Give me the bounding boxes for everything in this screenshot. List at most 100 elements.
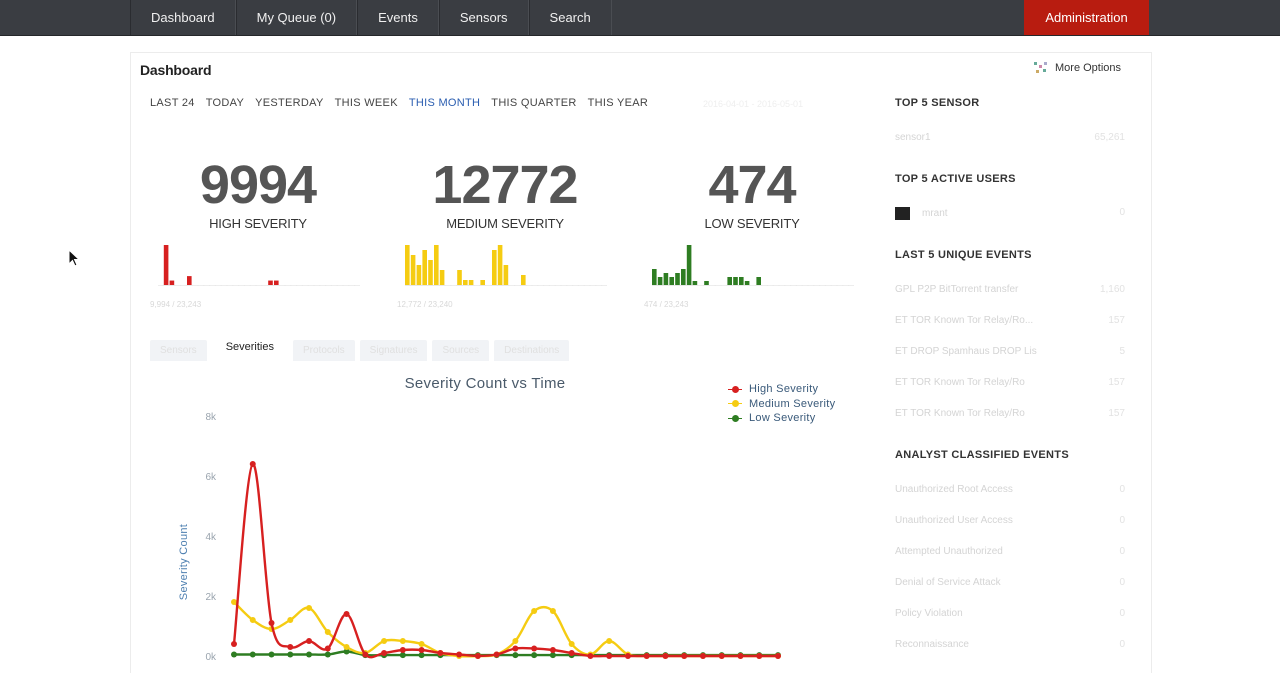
classified-count: 0	[1119, 484, 1125, 495]
classified-row[interactable]: Policy Violation 0	[895, 608, 1125, 619]
tab-protocols[interactable]: Protocols	[292, 340, 355, 361]
sparkline-bar	[463, 280, 468, 285]
event-name: ET TOR Known Tor Relay/Ro...	[895, 315, 1034, 326]
tab-severities[interactable]: Severities	[211, 340, 288, 361]
sparkline-bar	[308, 285, 314, 286]
main-nav: Dashboard My Queue (0) Events Sensors Se…	[130, 0, 612, 35]
tab-sensors[interactable]: Sensors	[150, 340, 207, 361]
sparkline-bar	[216, 285, 221, 286]
classified-row[interactable]: Denial of Service Attack 0	[895, 577, 1125, 588]
classified-count: 0	[1119, 546, 1125, 557]
sparkline-bar	[486, 285, 491, 286]
sparkline-bar	[239, 285, 244, 286]
sparkline-bar	[602, 285, 607, 286]
sensor-row[interactable]: sensor1 65,261	[895, 132, 1125, 143]
classified-row[interactable]: Unauthorized User Access 0	[895, 515, 1125, 526]
sparkline-bar	[349, 285, 354, 286]
range-this-quarter[interactable]: THIS QUARTER	[491, 97, 577, 109]
event-row[interactable]: ET DROP Spamhaus DROP Lis 5	[895, 346, 1125, 357]
event-name: ET TOR Known Tor Relay/Ro	[895, 377, 1025, 388]
sparkline-bar	[773, 285, 779, 286]
sparkline-bar	[497, 245, 503, 285]
sparkline-bar	[250, 285, 256, 286]
event-name: GPL P2P BitTorrent transfer	[895, 284, 1019, 295]
legend-medium[interactable]: Medium Severity	[728, 397, 835, 412]
sparkline-bar	[343, 285, 349, 286]
sparkline-bar	[727, 277, 732, 285]
nav-events[interactable]: Events	[357, 0, 439, 35]
user-name: mrant	[922, 208, 948, 220]
tab-sources[interactable]: Sources	[432, 340, 490, 361]
top-sensor-heading: TOP 5 SENSOR	[895, 97, 980, 109]
sparkline-bar	[187, 276, 192, 285]
low-severity-label: LOW SEVERITY	[704, 216, 800, 231]
sparkline-bar	[503, 265, 509, 285]
sparkline-bar	[739, 277, 744, 285]
sparkline-bar	[785, 285, 790, 286]
medium-severity-stat: 12772 MEDIUM SEVERITY	[395, 158, 615, 231]
sparkline-bar	[221, 285, 227, 286]
event-row[interactable]: ET TOR Known Tor Relay/Ro... 157	[895, 315, 1125, 326]
event-row[interactable]: GPL P2P BitTorrent transfer 1,160	[895, 284, 1125, 295]
classified-count: 0	[1119, 608, 1125, 619]
more-options-button[interactable]: More Options	[1034, 62, 1121, 74]
sparkline-bar	[428, 260, 433, 285]
range-last-24[interactable]: LAST 24	[150, 97, 195, 109]
sparkline-bar	[192, 285, 198, 286]
range-this-year[interactable]: THIS YEAR	[587, 97, 649, 109]
sparkline-bar	[768, 285, 773, 286]
tab-signatures[interactable]: Signatures	[359, 340, 428, 361]
sparkline-bar	[521, 275, 526, 285]
classified-name: Denial of Service Attack	[895, 577, 1001, 588]
high-severity-caption: 9,994 / 23,243	[150, 300, 202, 309]
sparkline-bar	[480, 280, 485, 285]
sparkline-bar	[561, 285, 567, 286]
range-this-month[interactable]: THIS MONTH	[408, 97, 481, 109]
legend-low-marker	[728, 414, 742, 422]
unique-events-heading: LAST 5 UNIQUE EVENTS	[895, 249, 1032, 261]
event-row[interactable]: ET TOR Known Tor Relay/Ro 157	[895, 377, 1125, 388]
sparkline-bar	[416, 265, 422, 285]
sparkline-bar	[163, 245, 169, 285]
sparkline-bar	[831, 285, 837, 286]
event-row[interactable]: ET TOR Known Tor Relay/Ro 157	[895, 408, 1125, 419]
chart-tabs: Sensors Severities Protocols Signatures …	[150, 340, 574, 361]
sparkline-bar	[843, 285, 848, 286]
sparkline-bar	[526, 285, 532, 286]
range-today[interactable]: TODAY	[205, 97, 245, 109]
tab-destinations[interactable]: Destinations	[494, 340, 570, 361]
classified-count: 0	[1119, 639, 1125, 650]
event-count: 157	[1108, 377, 1125, 388]
classified-row[interactable]: Unauthorized Root Access 0	[895, 484, 1125, 495]
classified-row[interactable]: Reconnaissance 0	[895, 639, 1125, 650]
range-this-week[interactable]: THIS WEEK	[334, 97, 398, 109]
sparkline-bar	[686, 245, 692, 285]
time-range-selector: LAST 24 TODAY YESTERDAY THIS WEEK THIS M…	[150, 97, 659, 109]
mouse-cursor-icon	[68, 249, 81, 267]
sparkline-bar	[457, 270, 462, 285]
user-row[interactable]: mrant 0	[895, 207, 1125, 220]
sparkline-bar	[849, 285, 854, 286]
sparkline-bar	[181, 285, 186, 286]
classified-count: 0	[1119, 515, 1125, 526]
sparkline-bar	[762, 285, 767, 286]
sparkline-bar	[584, 285, 590, 286]
nav-dashboard[interactable]: Dashboard	[130, 0, 236, 35]
legend-low[interactable]: Low Severity	[728, 411, 835, 426]
nav-search[interactable]: Search	[528, 0, 612, 35]
sparkline-bar	[262, 285, 267, 286]
legend-high[interactable]: High Severity	[728, 382, 835, 397]
sparkline-bar	[820, 285, 825, 286]
sparkline-bar	[814, 285, 819, 286]
nav-sensors[interactable]: Sensors	[438, 0, 529, 35]
nav-administration[interactable]: Administration	[1024, 0, 1149, 35]
sparkline-bar	[715, 285, 721, 286]
sparkline-bar	[837, 285, 843, 286]
sensor-count: 65,261	[1094, 132, 1125, 143]
high-severity-label: HIGH SEVERITY	[209, 216, 307, 231]
chart-legend: High Severity Medium Severity Low Severi…	[728, 382, 835, 426]
classified-row[interactable]: Attempted Unauthorized 0	[895, 546, 1125, 557]
range-yesterday[interactable]: YESTERDAY	[255, 97, 324, 109]
sparkline-bar	[285, 285, 291, 286]
nav-my-queue[interactable]: My Queue (0)	[235, 0, 358, 35]
